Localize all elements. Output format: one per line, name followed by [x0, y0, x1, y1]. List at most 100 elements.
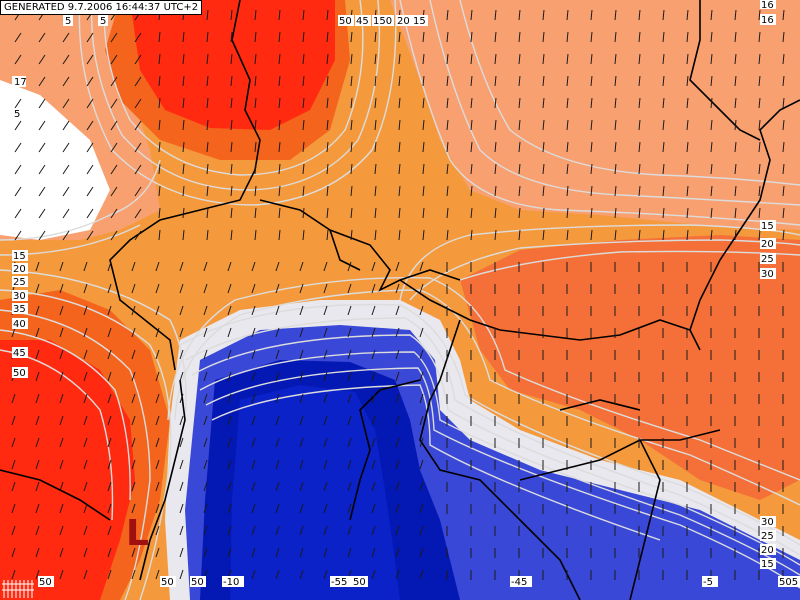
wind-barb	[203, 283, 208, 294]
wind-barb	[347, 305, 352, 316]
field-blue-inner	[230, 385, 400, 600]
wind-barb	[734, 185, 737, 197]
wind-barb	[446, 185, 449, 197]
wind-barb	[326, 75, 329, 87]
wind-barb	[59, 415, 64, 426]
wind-barb	[86, 120, 94, 131]
wind-barb	[62, 32, 70, 43]
low-pressure-marker: L	[126, 513, 149, 554]
wind-barb	[59, 349, 64, 360]
wind-barb	[302, 75, 305, 87]
wind-barb	[782, 163, 785, 175]
top-label: 5	[65, 16, 71, 27]
wind-barb	[686, 75, 689, 87]
wind-barb	[206, 53, 209, 65]
left-label: 20	[13, 264, 26, 275]
wind-barb	[107, 327, 112, 338]
wind-barb	[227, 459, 232, 470]
wind-barb	[155, 415, 160, 426]
wind-barb	[347, 415, 352, 426]
wind-barb	[131, 305, 136, 316]
wind-barb	[203, 261, 208, 272]
wind-barb	[275, 547, 280, 558]
wind-barb	[350, 229, 353, 241]
wind-barb	[782, 229, 785, 241]
wind-barb	[299, 525, 304, 536]
wind-barb	[350, 163, 353, 175]
wind-barb	[38, 76, 46, 87]
wind-barb	[446, 9, 449, 21]
wind-barb	[278, 53, 281, 65]
wind-barb	[107, 305, 112, 316]
wind-barb	[422, 185, 425, 197]
wind-barb	[347, 525, 352, 536]
wind-barb	[155, 437, 160, 448]
wind-barb	[470, 163, 473, 175]
wind-barb	[35, 503, 40, 514]
wind-barb	[179, 327, 184, 338]
wind-barb	[299, 371, 304, 382]
wind-barb	[182, 163, 185, 175]
wind-barb	[494, 207, 497, 219]
wind-barb	[590, 97, 593, 109]
wind-barb	[398, 163, 401, 175]
wind-barb	[182, 53, 185, 65]
wind-barb	[422, 75, 425, 87]
wind-barb	[398, 229, 401, 241]
wind-barb	[758, 31, 761, 43]
wind-barb	[86, 98, 94, 109]
wind-barb	[395, 481, 400, 492]
wind-barb	[275, 503, 280, 514]
wind-barb	[590, 185, 593, 197]
wind-barb	[638, 163, 641, 175]
wind-barb	[227, 525, 232, 536]
wind-barb	[419, 349, 424, 360]
wind-barb	[179, 569, 184, 580]
wind-barb	[179, 349, 184, 360]
wind-barb	[299, 327, 304, 338]
wind-barb	[254, 207, 257, 219]
wind-barb	[374, 163, 377, 175]
wind-barb	[686, 141, 689, 153]
wind-barb	[107, 437, 112, 448]
wind-barb	[134, 76, 142, 87]
wind-barb	[398, 207, 401, 219]
wind-barb	[347, 261, 352, 272]
wind-barb	[14, 186, 22, 197]
wind-barb	[734, 163, 737, 175]
wind-barb	[83, 525, 88, 536]
wind-barb	[470, 53, 473, 65]
wind-barb	[35, 569, 40, 580]
left-label: 40	[13, 319, 26, 330]
wind-barb	[374, 141, 377, 153]
wind-barb	[398, 31, 401, 43]
wind-barb	[179, 525, 184, 536]
wind-barb	[566, 53, 569, 65]
wind-barb	[14, 32, 22, 43]
wind-barb	[35, 283, 40, 294]
wind-barb	[542, 163, 545, 175]
wind-barb	[518, 31, 521, 43]
wind-barb	[110, 142, 118, 153]
wind-barb	[419, 327, 424, 338]
wind-barb	[299, 459, 304, 470]
wind-barb	[446, 119, 449, 131]
wind-barb	[758, 75, 761, 87]
wind-barb	[35, 305, 40, 316]
wind-barb	[323, 371, 328, 382]
wind-barb	[638, 229, 641, 241]
wind-barb	[710, 75, 713, 87]
wind-barb	[422, 141, 425, 153]
wind-barb	[110, 208, 118, 219]
wind-barb	[446, 97, 449, 109]
wind-barb	[206, 75, 209, 87]
wind-barb	[299, 481, 304, 492]
wind-barb	[323, 525, 328, 536]
wind-barb	[83, 503, 88, 514]
wind-barb	[14, 120, 22, 131]
wind-barb	[131, 569, 136, 580]
wind-barb	[62, 120, 70, 131]
wind-barb	[206, 119, 209, 131]
wind-barb	[83, 305, 88, 316]
